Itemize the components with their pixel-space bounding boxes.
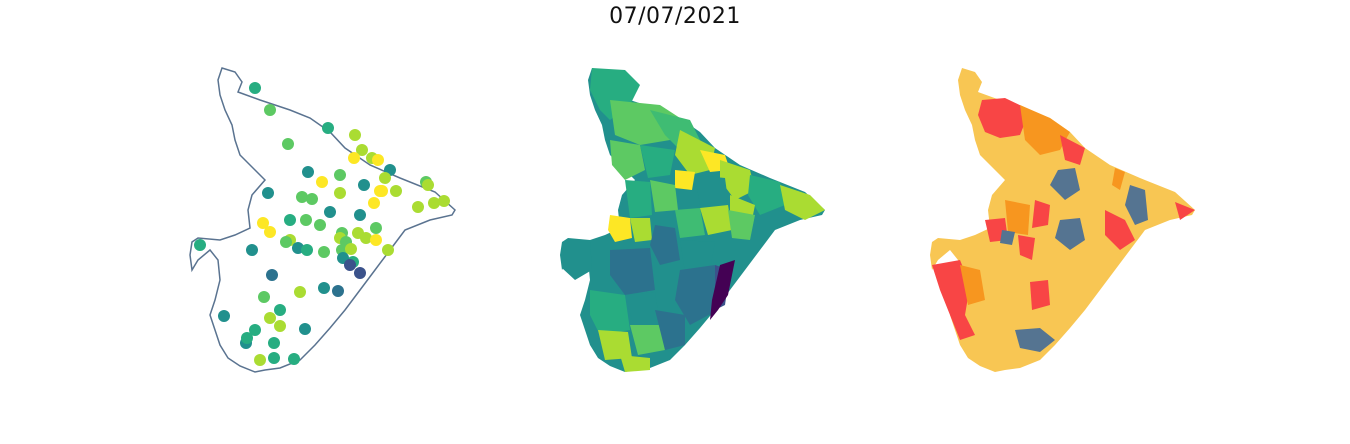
station-point [422, 179, 434, 191]
station-point [390, 185, 402, 197]
station-point [262, 187, 274, 199]
station-point [194, 239, 206, 251]
station-point [301, 244, 313, 256]
station-point [318, 246, 330, 258]
station-point [438, 195, 450, 207]
station-point [318, 282, 330, 294]
station-point [299, 323, 311, 335]
station-point [358, 179, 370, 191]
station-point [296, 191, 308, 203]
station-point [302, 166, 314, 178]
station-point [268, 352, 280, 364]
station-point [266, 269, 278, 281]
station-point [370, 222, 382, 234]
station-points-map [189, 67, 456, 373]
station-point [246, 244, 258, 256]
station-point [288, 353, 300, 365]
station-point [356, 144, 368, 156]
station-point [360, 232, 372, 244]
station-point [368, 197, 380, 209]
station-point [292, 242, 304, 254]
station-point [274, 320, 286, 332]
station-point [257, 217, 269, 229]
station-point [264, 226, 276, 238]
station-point [264, 104, 276, 116]
station-point [382, 244, 394, 256]
station-point [322, 122, 334, 134]
station-point [268, 337, 280, 349]
station-point [370, 234, 382, 246]
station-point [282, 138, 294, 150]
station-point [412, 201, 424, 213]
station-point [241, 332, 253, 344]
station-point [379, 172, 391, 184]
station-point [324, 206, 336, 218]
station-point [274, 304, 286, 316]
station-point [249, 82, 261, 94]
station-points [194, 82, 450, 366]
station-point [316, 176, 328, 188]
station-point [348, 152, 360, 164]
station-point [280, 236, 292, 248]
category-polygons [932, 98, 1195, 352]
viridis-choropleth-map [560, 68, 825, 372]
station-point [344, 259, 356, 271]
station-point [264, 312, 276, 324]
station-point [334, 169, 346, 181]
station-point [314, 219, 326, 231]
station-point [258, 291, 270, 303]
station-point [249, 324, 261, 336]
station-point [428, 197, 440, 209]
station-point [300, 214, 312, 226]
station-point [354, 267, 366, 279]
station-point [306, 193, 318, 205]
station-point [372, 154, 384, 166]
station-point [284, 214, 296, 226]
station-point [332, 285, 344, 297]
station-point [349, 129, 361, 141]
station-point [334, 187, 346, 199]
station-point [218, 310, 230, 322]
state-outline [189, 67, 456, 373]
station-point [354, 209, 366, 221]
categorical-choropleth-map [930, 68, 1195, 372]
station-point [345, 243, 357, 255]
station-point [376, 185, 388, 197]
municipality-polygons [562, 68, 825, 372]
station-point [254, 354, 266, 366]
station-point [294, 286, 306, 298]
figure-title: 07/07/2021 [609, 4, 741, 29]
